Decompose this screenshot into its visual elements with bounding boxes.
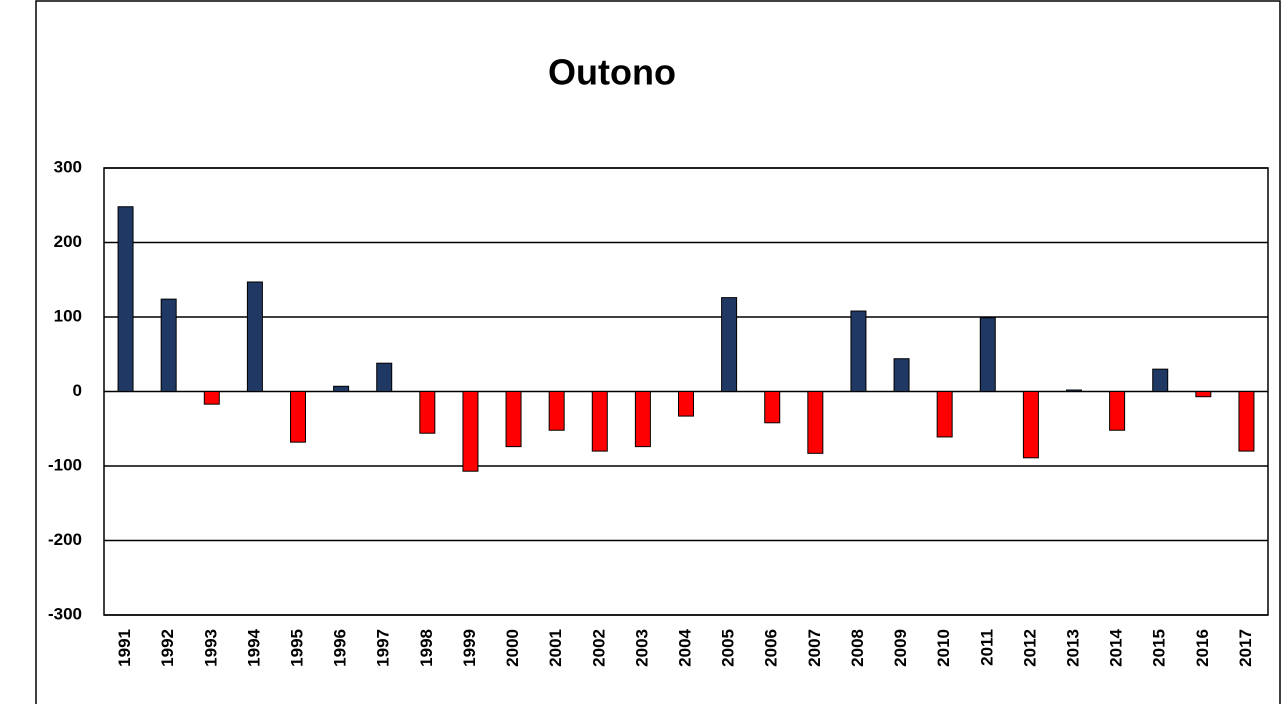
x-tick-label: 2001: [546, 629, 565, 667]
x-tick-label: 2010: [934, 629, 953, 667]
bar: [1022, 391, 1039, 459]
x-tick-label: 2012: [1020, 629, 1039, 667]
bar: [1238, 391, 1255, 452]
bar: [376, 362, 393, 393]
bar: [419, 391, 436, 434]
y-tick-label: -300: [48, 604, 82, 623]
x-tick-label: 2011: [977, 629, 996, 666]
bar: [936, 391, 953, 438]
x-tick-label: 1997: [374, 629, 393, 667]
bar: [678, 391, 694, 417]
bar: [1109, 391, 1126, 431]
x-tick-label: 2017: [1236, 629, 1255, 667]
bar: [203, 391, 220, 405]
bar: [850, 310, 867, 393]
bar: [893, 358, 910, 392]
bar: [807, 391, 824, 454]
chart-frame: [35, 0, 1281, 709]
bar: [246, 281, 263, 392]
x-tick-label: 1999: [460, 629, 479, 667]
x-tick-label: 2002: [589, 629, 608, 667]
x-tick-label: 1993: [201, 629, 220, 667]
bar: [1066, 389, 1082, 393]
y-tick-label: 300: [54, 157, 82, 176]
chart-title: Outono: [548, 52, 676, 93]
x-tick-label: 2013: [1063, 629, 1082, 667]
bar: [333, 385, 350, 393]
bar: [462, 391, 479, 472]
y-tick-label: 0: [73, 381, 82, 400]
x-tick-label: 1996: [331, 629, 350, 667]
y-tick-label: -200: [48, 530, 82, 549]
bar: [634, 391, 651, 448]
bar: [591, 391, 608, 452]
x-tick-label: 2009: [891, 629, 910, 667]
bar: [1152, 368, 1169, 392]
x-tick-label: 2007: [805, 629, 824, 667]
bar: [764, 391, 781, 424]
bar: [117, 206, 134, 392]
x-tick-label: 1991: [115, 629, 134, 667]
bar: [505, 391, 522, 448]
bar: [1195, 391, 1212, 398]
x-tick-label: 2015: [1150, 629, 1169, 667]
x-tick-label: 2005: [719, 629, 738, 667]
x-tick-label: 2000: [503, 629, 522, 667]
y-tick-label: 100: [54, 306, 82, 325]
x-tick-label: 2006: [762, 629, 781, 667]
x-tick-label: 2014: [1107, 628, 1126, 666]
x-tick-label: 2003: [632, 629, 651, 667]
y-tick-label: -100: [48, 455, 82, 474]
bar: [290, 391, 306, 443]
bar: [721, 297, 738, 393]
bar: [548, 391, 565, 431]
bar: [979, 317, 996, 392]
x-tick-label: 1992: [158, 629, 177, 667]
bar: [160, 298, 177, 392]
x-tick-label: 1998: [417, 629, 436, 667]
y-tick-label: 200: [54, 232, 82, 251]
x-tick-label: 2004: [675, 628, 694, 666]
x-tick-label: 2008: [848, 629, 867, 667]
x-tick-label: 1994: [244, 628, 263, 666]
x-tick-label: 1995: [287, 629, 306, 667]
x-tick-label: 2016: [1193, 629, 1212, 667]
